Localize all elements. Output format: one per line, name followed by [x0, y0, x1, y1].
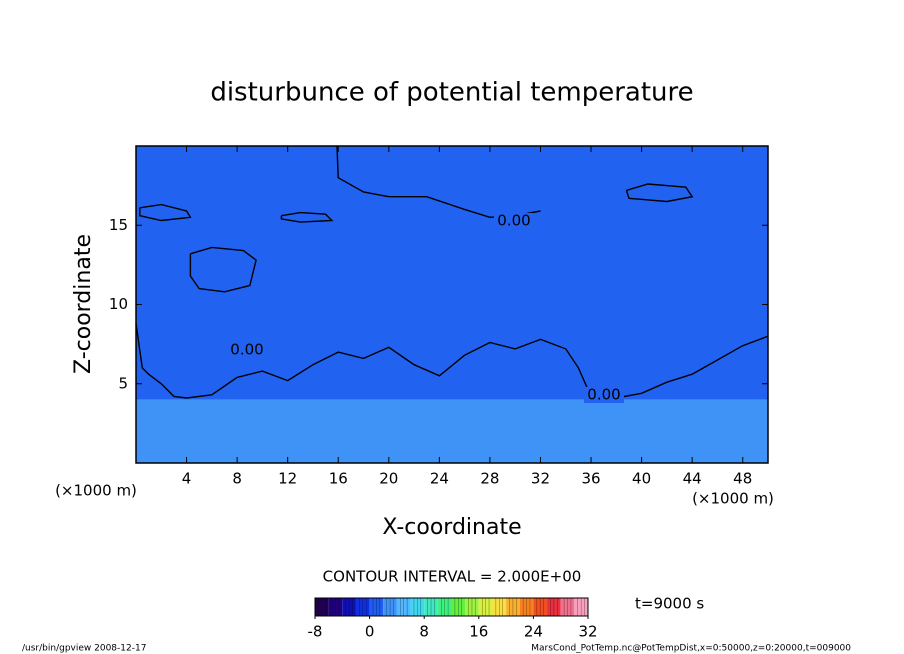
x-tick-label: 12	[278, 470, 297, 488]
field-region	[136, 146, 768, 400]
contour-line	[625, 183, 694, 203]
x-tick-label: 4	[182, 470, 192, 488]
contour-line	[280, 211, 334, 223]
colorbar-tick-label: -8	[308, 623, 323, 641]
contour-label-bg	[584, 387, 624, 403]
x-tick-label: 36	[581, 470, 600, 488]
contour-label: 0.00	[587, 386, 620, 404]
y-tick-label: 15	[109, 216, 128, 234]
contour-label-bg	[494, 213, 534, 229]
field-region	[136, 399, 768, 463]
contour-label-bg	[227, 342, 267, 358]
contour-line	[189, 246, 257, 293]
x-tick-label: 28	[480, 470, 499, 488]
x-tick-label: 20	[379, 470, 398, 488]
x-unit: (×1000 m)	[692, 490, 774, 508]
y-tick-label: 10	[109, 295, 128, 313]
x-tick-label: 16	[329, 470, 348, 488]
contour-label: 0.00	[497, 212, 530, 230]
contour-label: 0.00	[230, 341, 263, 359]
x-tick-label: 8	[232, 470, 242, 488]
x-tick-label: 40	[632, 470, 651, 488]
colorbar-tick-label: 16	[469, 623, 488, 641]
x-tick-label: 24	[430, 470, 449, 488]
colorbar-tick-label: 24	[524, 623, 543, 641]
contour-interval: CONTOUR INTERVAL = 2.000E+00	[323, 568, 582, 586]
y-tick-label: 5	[118, 374, 128, 392]
colorbar-tick-label: 8	[419, 623, 429, 641]
x-tick-label: 32	[531, 470, 550, 488]
x-axis-label: X-coordinate	[382, 515, 521, 540]
contour-line	[139, 203, 192, 222]
colorbar-tick-label: 0	[365, 623, 375, 641]
y-unit: (×1000 m)	[55, 482, 137, 500]
x-tick-label: 48	[733, 470, 752, 488]
time-label: t=9000 s	[635, 595, 704, 613]
chart-title: disturbunce of potential temperature	[210, 78, 693, 108]
colorbar-frame	[314, 597, 589, 617]
colorbar-tick-label: 32	[578, 623, 597, 641]
x-tick-label: 44	[683, 470, 702, 488]
footer-left: /usr/bin/gpview 2008-12-17	[22, 644, 146, 654]
footer-right: MarsCond_PotTemp.nc@PotTempDist,x=0:5000…	[531, 644, 851, 654]
y-axis-label: Z-coordinate	[71, 234, 96, 374]
contour-line	[135, 323, 769, 399]
